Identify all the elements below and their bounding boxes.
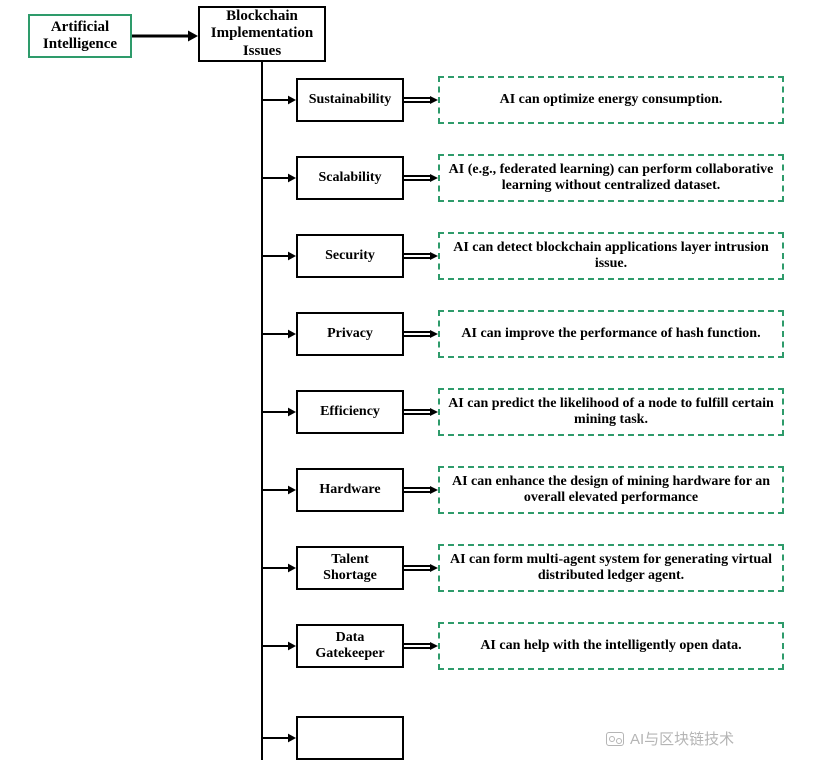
issue-box-0-label: Sustainability <box>309 92 391 108</box>
desc-box-7: AI can help with the intelligently open … <box>438 622 784 670</box>
desc-box-0-label: AI can optimize energy consumption. <box>500 92 723 108</box>
issue-box-4: Efficiency <box>296 390 404 434</box>
desc-box-6: AI can form multi-agent system for gener… <box>438 544 784 592</box>
watermark-text: AI与区块链技术 <box>630 728 734 749</box>
desc-box-5: AI can enhance the design of mining hard… <box>438 466 784 514</box>
ai-box-label: ArtificialIntelligence <box>43 19 117 54</box>
watermark: AI与区块链技术 <box>606 728 734 749</box>
issue-box-7-label: DataGatekeeper <box>315 630 384 662</box>
issue-box-2: Security <box>296 234 404 278</box>
issue-box-3-label: Privacy <box>327 326 373 342</box>
issue-box-5: Hardware <box>296 468 404 512</box>
desc-box-3: AI can improve the performance of hash f… <box>438 310 784 358</box>
root-box: BlockchainImplementationIssues <box>198 6 326 62</box>
desc-box-5-label: AI can enhance the design of mining hard… <box>444 474 778 506</box>
desc-box-7-label: AI can help with the intelligently open … <box>480 638 741 654</box>
issue-box-5-label: Hardware <box>319 482 380 498</box>
desc-box-1: AI (e.g., federated learning) can perfor… <box>438 154 784 202</box>
desc-box-6-label: AI can form multi-agent system for gener… <box>444 552 778 584</box>
ai-box: ArtificialIntelligence <box>28 14 132 58</box>
ellipsis-box <box>296 716 404 760</box>
issue-box-0: Sustainability <box>296 78 404 122</box>
desc-box-2-label: AI can detect blockchain applications la… <box>444 240 778 272</box>
root-box-label: BlockchainImplementationIssues <box>211 8 314 60</box>
wechat-icon <box>606 732 624 746</box>
desc-box-4: AI can predict the likelihood of a node … <box>438 388 784 436</box>
issue-box-2-label: Security <box>325 248 375 264</box>
issue-box-4-label: Efficiency <box>320 404 380 420</box>
desc-box-0: AI can optimize energy consumption. <box>438 76 784 124</box>
issue-box-1-label: Scalability <box>318 170 381 186</box>
desc-box-2: AI can detect blockchain applications la… <box>438 232 784 280</box>
desc-box-1-label: AI (e.g., federated learning) can perfor… <box>444 162 778 194</box>
issue-box-6: TalentShortage <box>296 546 404 590</box>
issue-box-7: DataGatekeeper <box>296 624 404 668</box>
issue-box-3: Privacy <box>296 312 404 356</box>
issue-box-6-label: TalentShortage <box>323 552 377 584</box>
desc-box-3-label: AI can improve the performance of hash f… <box>461 326 760 342</box>
issue-box-1: Scalability <box>296 156 404 200</box>
desc-box-4-label: AI can predict the likelihood of a node … <box>444 396 778 428</box>
